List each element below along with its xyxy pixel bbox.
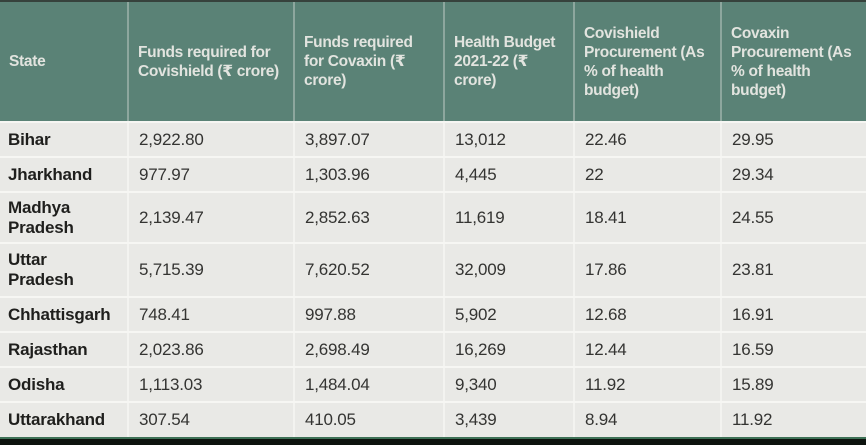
cell-covaxin-funds: 3,897.07: [293, 123, 443, 156]
state-label: Chhattisgarh: [8, 304, 111, 324]
cell-covishield-pct: 22.46: [573, 123, 720, 156]
column-header-covaxin-pct: Covaxin Procurement (As % of health budg…: [720, 2, 866, 121]
cell-covishield-pct: 22: [573, 158, 720, 191]
cell-covishield-funds: 307.54: [127, 403, 293, 437]
table-row: Jharkhand 977.97 1,303.96 4,445 22 29.34: [0, 156, 866, 191]
table-row: Chhattisgarh 748.41 997.88 5,902 12.68 1…: [0, 296, 866, 331]
cell-covaxin-pct: 15.89: [720, 368, 866, 401]
cell-health-budget: 11,619: [443, 193, 573, 242]
cell-state: Uttarakhand: [0, 403, 127, 437]
cell-covaxin-funds: 997.88: [293, 298, 443, 331]
cell-covaxin-pct: 29.34: [720, 158, 866, 191]
cell-state: Odisha: [0, 368, 127, 401]
cell-covaxin-funds: 1,303.96: [293, 158, 443, 191]
state-label: Odisha: [8, 374, 65, 394]
cell-health-budget: 4,445: [443, 158, 573, 191]
cell-covishield-pct: 17.86: [573, 244, 720, 296]
cell-covaxin-pct: 11.92: [720, 403, 866, 437]
state-label: Jharkhand: [8, 164, 93, 184]
column-header-covishield-funds: Funds required for Covishield (₹ crore): [127, 2, 293, 121]
cell-state: Madhya Pradesh: [0, 193, 127, 242]
cell-covaxin-pct: 29.95: [720, 123, 866, 156]
cell-covishield-funds: 977.97: [127, 158, 293, 191]
cell-health-budget: 3,439: [443, 403, 573, 437]
cell-covaxin-funds: 7,620.52: [293, 244, 443, 296]
cell-covaxin-pct: 16.91: [720, 298, 866, 331]
cell-covishield-funds: 2,922.80: [127, 123, 293, 156]
cell-covishield-pct: 11.92: [573, 368, 720, 401]
cell-health-budget: 16,269: [443, 333, 573, 366]
table-row: Bihar 2,922.80 3,897.07 13,012 22.46 29.…: [0, 121, 866, 156]
table-row: Uttarakhand 307.54 410.05 3,439 8.94 11.…: [0, 401, 866, 437]
bottom-accent-bar: [0, 437, 866, 445]
cell-covaxin-funds: 1,484.04: [293, 368, 443, 401]
cell-covishield-pct: 18.41: [573, 193, 720, 242]
cell-covishield-pct: 12.68: [573, 298, 720, 331]
cell-covishield-pct: 8.94: [573, 403, 720, 437]
cell-state: Chhattisgarh: [0, 298, 127, 331]
cell-covishield-funds: 1,113.03: [127, 368, 293, 401]
cell-covaxin-funds: 410.05: [293, 403, 443, 437]
table-header-row: State Funds required for Covishield (₹ c…: [0, 0, 866, 121]
cell-covaxin-funds: 2,852.63: [293, 193, 443, 242]
cell-health-budget: 5,902: [443, 298, 573, 331]
cell-covishield-funds: 5,715.39: [127, 244, 293, 296]
table-row: Uttar Pradesh 5,715.39 7,620.52 32,009 1…: [0, 242, 866, 296]
state-label: Bihar: [8, 129, 51, 149]
column-header-health-budget: Health Budget 2021-22 (₹ crore): [443, 2, 573, 121]
cell-covaxin-pct: 23.81: [720, 244, 866, 296]
state-label: Uttarakhand: [8, 410, 105, 429]
cell-covishield-pct: 12.44: [573, 333, 720, 366]
state-label: Uttar Pradesh: [8, 250, 74, 289]
cell-state: Bihar: [0, 123, 127, 156]
table-row: Odisha 1,113.03 1,484.04 9,340 11.92 15.…: [0, 366, 866, 401]
cell-health-budget: 9,340: [443, 368, 573, 401]
table-row: Madhya Pradesh 2,139.47 2,852.63 11,619 …: [0, 191, 866, 242]
table-row: Rajasthan 2,023.86 2,698.49 16,269 12.44…: [0, 331, 866, 366]
state-label: Madhya Pradesh: [8, 197, 74, 237]
cell-covaxin-pct: 16.59: [720, 333, 866, 366]
state-label: Rajasthan: [8, 339, 88, 359]
cell-covaxin-pct: 24.55: [720, 193, 866, 242]
column-header-covaxin-funds: Funds required for Covaxin (₹ crore): [293, 2, 443, 121]
column-header-covishield-pct: Covishield Procurement (As % of health b…: [573, 2, 720, 121]
cell-state: Uttar Pradesh: [0, 244, 127, 296]
cell-health-budget: 13,012: [443, 123, 573, 156]
cell-state: Rajasthan: [0, 333, 127, 366]
cell-health-budget: 32,009: [443, 244, 573, 296]
cell-covishield-funds: 748.41: [127, 298, 293, 331]
cell-covaxin-funds: 2,698.49: [293, 333, 443, 366]
column-header-state: State: [9, 53, 46, 70]
cell-state: Jharkhand: [0, 158, 127, 191]
cell-covishield-funds: 2,023.86: [127, 333, 293, 366]
cell-covishield-funds: 2,139.47: [127, 193, 293, 242]
